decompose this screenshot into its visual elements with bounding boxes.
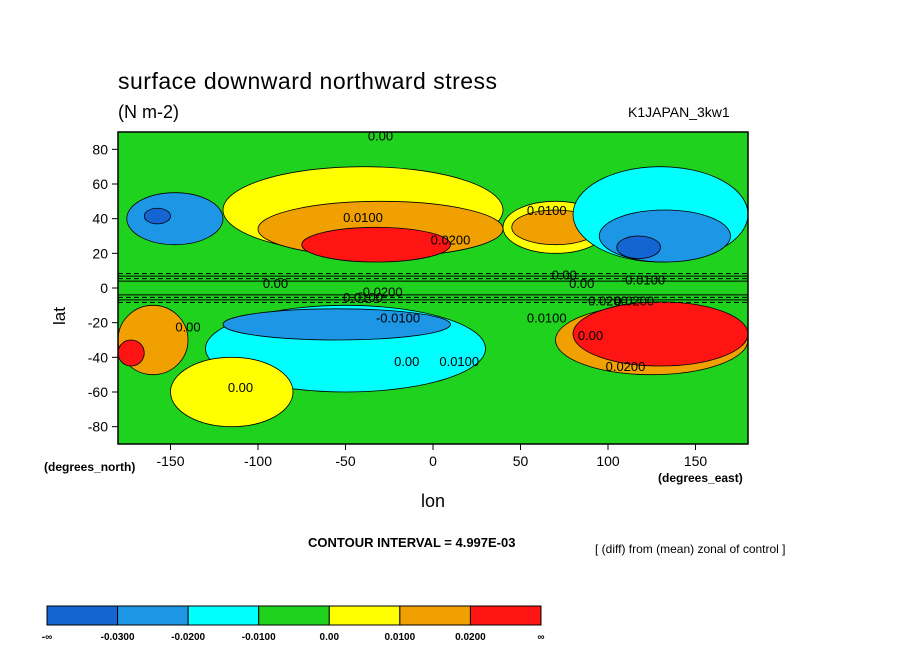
contour-interval-label: CONTOUR INTERVAL = 4.997E-03 <box>308 535 516 550</box>
y-tick-label-2: 40 <box>92 211 108 227</box>
x-tick-label-0: -150 <box>156 453 184 469</box>
contour-label-7: 0.00 <box>175 319 200 334</box>
colorbar-swatch-6 <box>469 605 542 626</box>
contour-label-9: -0.0200 <box>358 285 402 300</box>
contour-region-14 <box>572 301 748 367</box>
x-tick-label-2: -50 <box>335 453 355 469</box>
contour-label-16: 0.0100 <box>527 311 567 326</box>
y-tick-label-0: 80 <box>92 141 108 157</box>
contour-region-3 <box>301 226 451 263</box>
contour-region-12 <box>222 308 451 341</box>
run-id-label: K1JAPAN_3kw1 <box>628 104 730 120</box>
contour-label-8: -0.0100 <box>376 311 420 326</box>
contour-region-6 <box>126 192 224 246</box>
contour-label-2: 0.0200 <box>431 233 471 248</box>
contour-label-3: 0.0100 <box>527 203 567 218</box>
contour-label-13: -0.0100 <box>621 273 665 288</box>
contour-label-10: 0.00 <box>394 354 419 369</box>
contour-label-12: 0.0200 <box>614 293 654 308</box>
colorbar-label-5: 0.0100 <box>385 632 416 643</box>
contour-label-0: 0.00 <box>368 129 393 144</box>
contour-region-10 <box>616 235 661 259</box>
x-tick-label-6: 150 <box>684 453 708 469</box>
colorbar-swatch-5 <box>399 605 471 626</box>
contour-label-6: 0.0200 <box>588 293 628 308</box>
y-axis-units: (degrees_north) <box>44 460 136 474</box>
x-axis-units: (degrees_east) <box>658 471 743 485</box>
contour-label-4: 0.00 <box>263 276 288 291</box>
colorbar-swatch-2 <box>187 605 260 626</box>
y-tick-label-7: -60 <box>88 384 108 400</box>
y-tick-label-8: -80 <box>88 419 108 435</box>
x-tick-label-3: 0 <box>429 453 437 469</box>
contour-label-11: 0.0100 <box>439 354 479 369</box>
colorbar-label-0: -∞ <box>42 632 52 643</box>
chart-units: (N m-2) <box>118 102 179 122</box>
contour-region-9 <box>598 209 731 263</box>
contour-label-5: 0.0100 <box>343 290 383 305</box>
contour-label-1: 0.0100 <box>343 210 383 225</box>
contour-region-17 <box>170 356 294 428</box>
colorbar-label-1: -0.0300 <box>101 632 135 643</box>
contour-label-18: 0.0200 <box>606 359 646 374</box>
x-tick-label-1: -100 <box>244 453 272 469</box>
x-tick-label-5: 100 <box>596 453 620 469</box>
colorbar-label-6: 0.0200 <box>455 632 486 643</box>
contour-label-17: 0.00 <box>578 328 603 343</box>
contour-region-7 <box>143 207 171 225</box>
contour-label-14: 0.00 <box>552 267 577 282</box>
colorbar-swatch-3 <box>258 605 330 626</box>
colorbar-label-3: -0.0100 <box>242 632 276 643</box>
chart-title: surface downward northward stress <box>118 68 498 94</box>
x-axis-label: lon <box>421 491 446 511</box>
colorbar-swatch-4 <box>328 605 401 626</box>
y-tick-label-1: 60 <box>92 176 108 192</box>
y-tick-label-5: -20 <box>88 315 108 331</box>
y-tick-label-6: -40 <box>88 349 108 365</box>
contour-label-19: 0.00 <box>228 380 253 395</box>
colorbar-label-2: -0.0200 <box>171 632 205 643</box>
colorbar-label-7: ∞ <box>537 632 544 643</box>
colorbar-swatch-0 <box>46 605 119 626</box>
diff-note-label: [ (diff) from (mean) zonal of control ] <box>595 542 786 556</box>
colorbar-label-4: 0.00 <box>320 632 340 643</box>
contour-region-16 <box>118 339 145 367</box>
y-tick-label-3: 20 <box>92 245 108 261</box>
x-tick-label-4: 50 <box>513 453 529 469</box>
y-tick-label-4: 0 <box>100 280 108 296</box>
colorbar-swatch-1 <box>117 605 189 626</box>
contour-label-15: 0.00 <box>569 276 594 291</box>
